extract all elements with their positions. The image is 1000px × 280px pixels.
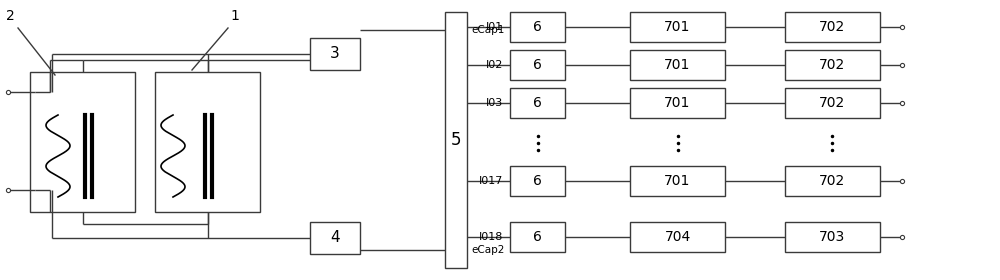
Text: 6: 6 [533, 230, 542, 244]
Text: 702: 702 [819, 174, 846, 188]
Text: 3: 3 [330, 46, 340, 62]
Text: 6: 6 [533, 58, 542, 72]
Bar [630, 88, 725, 118]
Text: 2: 2 [6, 9, 15, 23]
Text: 702: 702 [819, 20, 846, 34]
Bar [510, 166, 565, 196]
Bar [310, 222, 360, 254]
Text: 1: 1 [230, 9, 239, 23]
Bar [785, 88, 880, 118]
Text: 6: 6 [533, 20, 542, 34]
Text: 704: 704 [664, 230, 691, 244]
Text: 701: 701 [664, 20, 691, 34]
Bar [510, 50, 565, 80]
Text: 701: 701 [664, 174, 691, 188]
Text: 701: 701 [664, 58, 691, 72]
Text: 5: 5 [451, 131, 461, 149]
Text: 701: 701 [664, 96, 691, 110]
Text: I02: I02 [486, 60, 503, 70]
Text: 702: 702 [819, 96, 846, 110]
Text: 4: 4 [330, 230, 340, 246]
Bar [785, 222, 880, 252]
Bar [785, 50, 880, 80]
Text: I01: I01 [486, 22, 503, 32]
Text: I017: I017 [479, 176, 503, 186]
Bar [630, 166, 725, 196]
Text: 703: 703 [819, 230, 846, 244]
Text: I03: I03 [486, 98, 503, 108]
Bar [510, 88, 565, 118]
Bar [630, 222, 725, 252]
Text: eCap2: eCap2 [471, 245, 504, 255]
Text: I018: I018 [479, 232, 503, 242]
Bar [630, 12, 725, 42]
Bar [30, 72, 135, 212]
Bar [310, 38, 360, 70]
Text: eCap1: eCap1 [471, 25, 504, 35]
Bar [510, 222, 565, 252]
Bar [785, 166, 880, 196]
Bar [630, 50, 725, 80]
Text: 6: 6 [533, 96, 542, 110]
Bar [445, 12, 467, 268]
Bar [785, 12, 880, 42]
Bar [510, 12, 565, 42]
Bar [155, 72, 260, 212]
Text: 702: 702 [819, 58, 846, 72]
Text: 6: 6 [533, 174, 542, 188]
